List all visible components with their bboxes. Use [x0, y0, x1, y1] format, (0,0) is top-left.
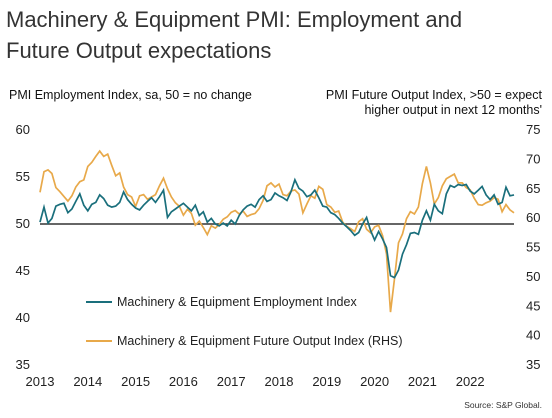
x-tick-label: 2014 — [73, 374, 102, 389]
x-tick-label: 2013 — [26, 374, 55, 389]
right-axis-label-line-1: PMI Future Output Index, >50 = expect — [325, 88, 542, 102]
right-tick-label: 65 — [526, 181, 540, 196]
left-tick-label: 50 — [16, 216, 30, 231]
left-tick-label: 40 — [16, 310, 30, 325]
right-tick-label: 70 — [526, 151, 540, 166]
x-tick-label: 2019 — [312, 374, 341, 389]
left-tick-label: 45 — [16, 263, 30, 278]
legend: Machinery & Equipment Employment Index M… — [86, 295, 403, 348]
right-tick-label: 50 — [526, 269, 540, 284]
left-axis: 60 55 50 45 40 35 — [16, 122, 30, 372]
left-tick-label: 35 — [16, 357, 30, 372]
title-line-2: Future Output expectations — [6, 38, 272, 63]
right-tick-label: 40 — [526, 328, 540, 343]
right-tick-label: 35 — [526, 357, 540, 372]
x-tick-label: 2021 — [408, 374, 437, 389]
chart-title: Machinery & Equipment PMI: Employment an… — [6, 4, 546, 66]
right-tick-label: 60 — [526, 210, 540, 225]
right-tick-label: 45 — [526, 298, 540, 313]
x-axis: 2013 2014 2015 2016 2017 2018 2019 2020 2021 2022 — [26, 374, 485, 389]
x-tick-label: 2022 — [456, 374, 485, 389]
right-tick-label: 75 — [526, 122, 540, 137]
x-tick-label: 2018 — [265, 374, 294, 389]
series-line-future-output — [39, 149, 515, 313]
series-line-employment — [39, 177, 515, 279]
title-line-1: Machinery & Equipment PMI: Employment an… — [6, 7, 463, 32]
right-axis-label-line-2: higher output in next 12 months' — [364, 103, 542, 117]
x-tick-label: 2015 — [121, 374, 150, 389]
left-tick-label: 55 — [16, 169, 30, 184]
right-axis: 75 70 65 60 55 50 45 40 35 — [526, 122, 540, 372]
left-tick-label: 60 — [16, 122, 30, 137]
x-tick-label: 2016 — [169, 374, 198, 389]
x-tick-label: 2020 — [360, 374, 389, 389]
legend-label-employment: Machinery & Equipment Employment Index — [117, 295, 357, 309]
source-note: Source: S&P Global. — [464, 400, 542, 410]
x-tick-label: 2017 — [217, 374, 246, 389]
legend-label-future-output: Machinery & Equipment Future Output Inde… — [117, 334, 403, 348]
left-axis-label: PMI Employment Index, sa, 50 = no change — [9, 88, 252, 102]
right-axis-label: PMI Future Output Index, >50 = expect hi… — [326, 88, 542, 118]
right-tick-label: 55 — [526, 240, 540, 255]
